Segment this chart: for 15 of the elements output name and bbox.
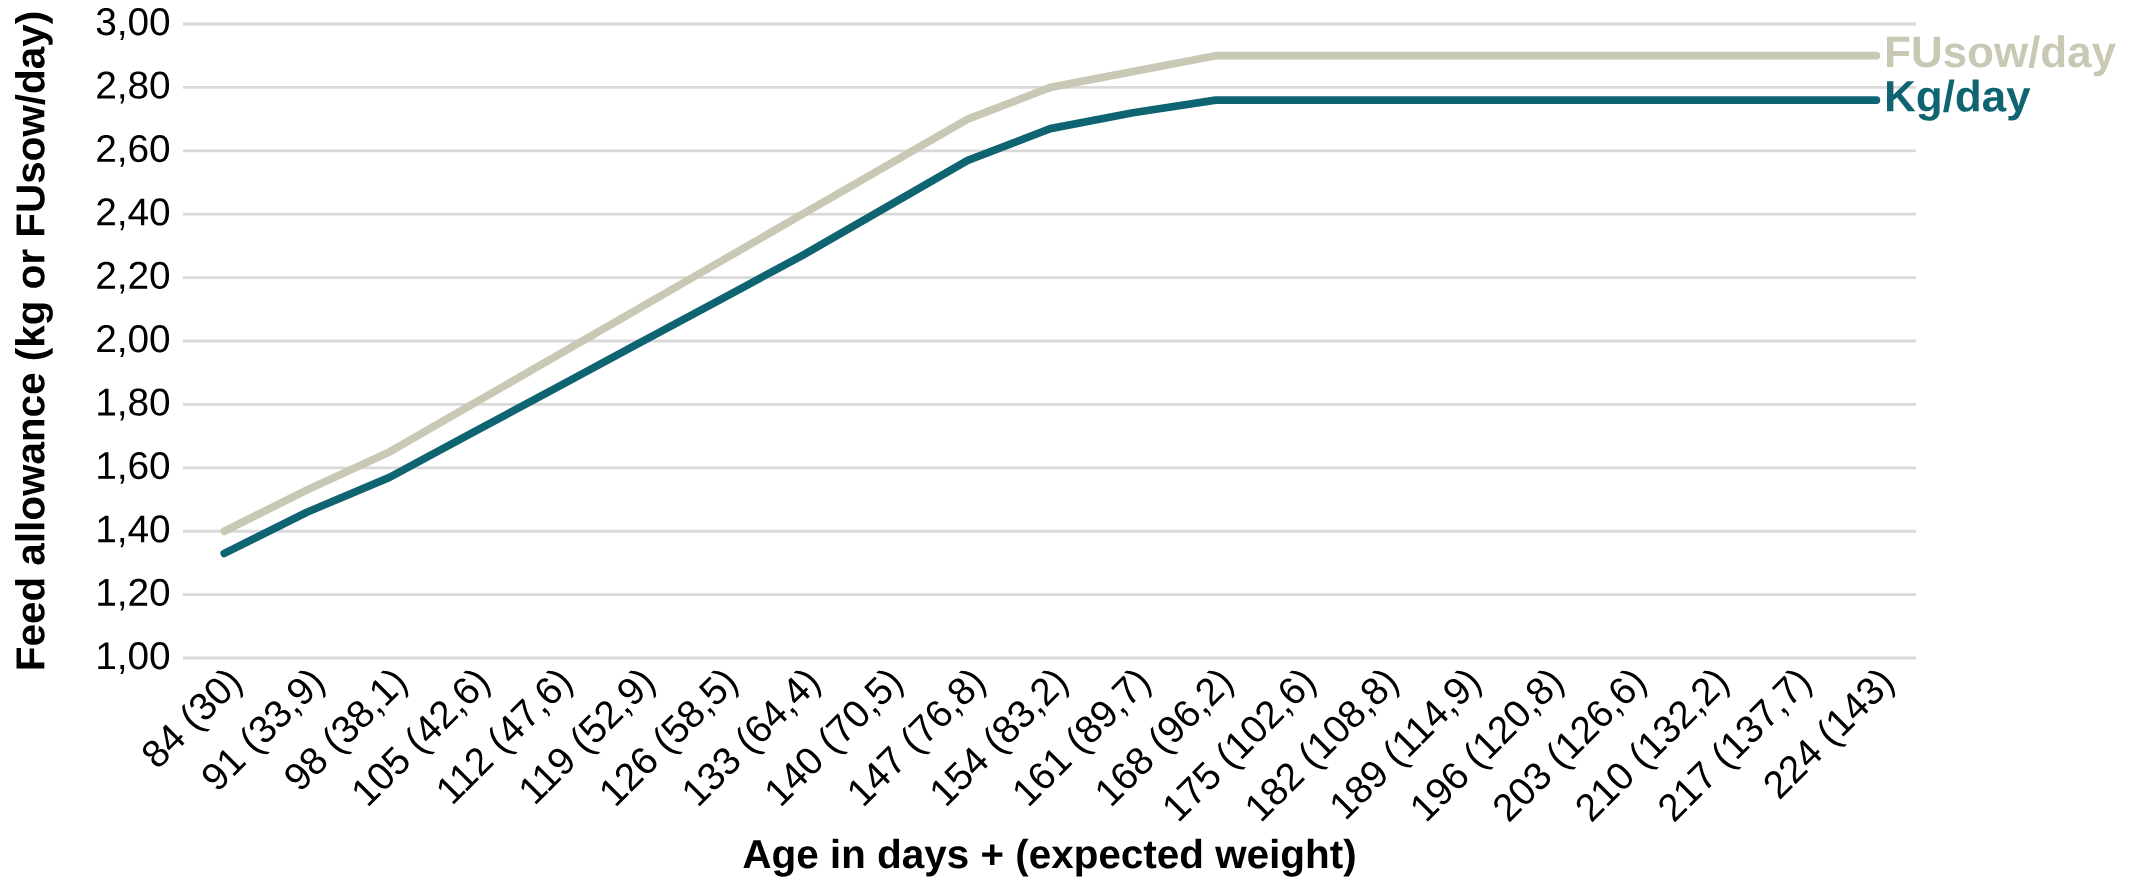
y-tick-label: 2,00	[97, 325, 170, 357]
y-axis-title: Feed allowance (kg or FUsow/day)	[15, 12, 53, 669]
y-tick-label: 1,80	[98, 388, 170, 421]
y-tick-label: 1,00	[98, 642, 170, 674]
y-tick-label: 2,40	[97, 198, 170, 231]
series-label: FUsow/day	[1887, 35, 2116, 77]
y-tick-label: 3,00	[96, 8, 170, 40]
y-tick-label: 1,40	[98, 515, 170, 548]
series-label: Kg/day	[1887, 79, 2031, 121]
y-tick-label: 2,20	[97, 261, 170, 294]
y-tick-label: 1,20	[98, 578, 170, 611]
y-tick-label: 1,60	[98, 451, 170, 484]
x-axis-title: Age in days + (expected weight)	[743, 838, 1355, 877]
y-tick-label: 2,80	[97, 71, 170, 104]
y-tick-label: 2,60	[97, 134, 170, 167]
